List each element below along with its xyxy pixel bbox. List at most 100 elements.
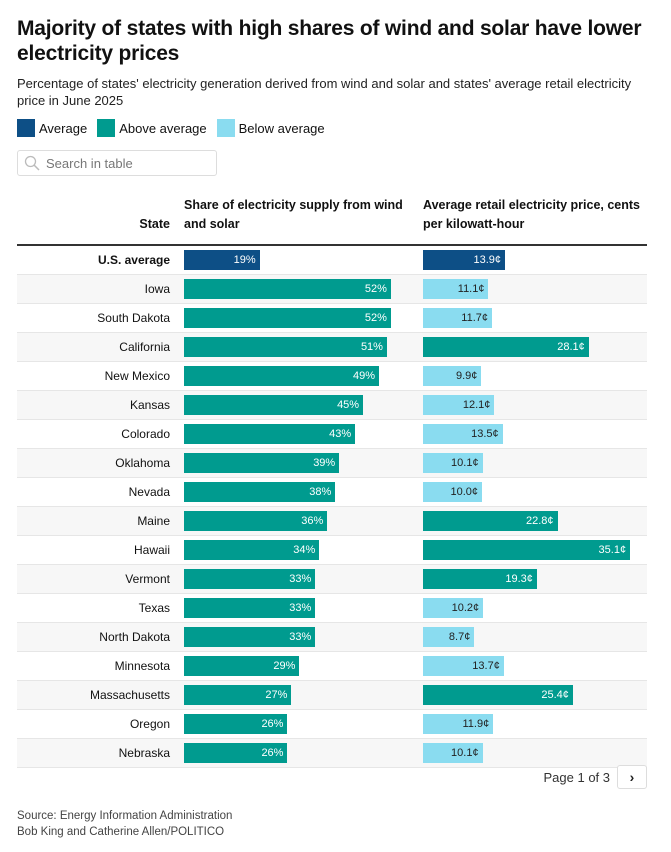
price-label: 11.7¢ [461, 312, 489, 324]
price-cell: 19.3¢ [423, 564, 647, 594]
price-bar: 10.0¢ [423, 482, 482, 502]
share-bar: 38% [184, 482, 336, 502]
price-bar: 13.7¢ [423, 656, 504, 676]
share-bar: 19% [184, 250, 260, 270]
state-name: Texas [17, 593, 184, 623]
legend-swatch [17, 119, 35, 137]
table-row: Oklahoma 39% 10.1¢ [17, 448, 647, 478]
share-label: 39% [313, 457, 336, 469]
share-cell: 39% [184, 448, 423, 478]
price-cell: 11.9¢ [423, 709, 647, 739]
state-name: South Dakota [17, 303, 184, 333]
price-label: 25.4¢ [541, 689, 569, 701]
price-bar: 10.1¢ [423, 743, 483, 763]
share-cell: 49% [184, 361, 423, 391]
price-cell: 13.5¢ [423, 419, 647, 449]
footer: Source: Energy Information Administratio… [17, 808, 232, 840]
share-bar: 33% [184, 598, 316, 618]
share-cell: 51% [184, 332, 423, 362]
share-label: 26% [261, 718, 284, 730]
share-label: 34% [293, 544, 316, 556]
table-row: Nevada 38% 10.0¢ [17, 477, 647, 507]
header-share[interactable]: Share of electricity supply from wind an… [184, 198, 403, 231]
header-state[interactable]: State [139, 217, 170, 231]
state-name: Massachusetts [17, 680, 184, 710]
state-name: Maine [17, 506, 184, 536]
table-row: Kansas 45% 12.1¢ [17, 390, 647, 420]
table-row: California 51% 28.1¢ [17, 332, 647, 362]
price-cell: 10.2¢ [423, 593, 647, 623]
table-row: Texas 33% 10.2¢ [17, 593, 647, 623]
table-row: Nebraska 26% 10.1¢ [17, 738, 647, 768]
price-cell: 22.8¢ [423, 506, 647, 536]
share-bar: 52% [184, 308, 391, 328]
price-label: 35.1¢ [598, 544, 627, 556]
price-label: 10.1¢ [451, 747, 479, 759]
share-bar: 43% [184, 424, 356, 444]
legend-below: Below average [216, 119, 325, 137]
price-cell: 28.1¢ [423, 332, 647, 362]
share-label: 19% [233, 254, 256, 266]
share-label: 33% [289, 573, 312, 585]
state-name: U.S. average [17, 245, 184, 275]
share-label: 52% [364, 312, 387, 324]
pagination: Page 1 of 3 › [544, 765, 647, 789]
state-name: Colorado [17, 419, 184, 449]
state-name: Vermont [17, 564, 184, 594]
legend-label: Above average [119, 120, 207, 136]
state-name: Nebraska [17, 738, 184, 768]
price-cell: 10.1¢ [423, 738, 647, 768]
state-name: California [17, 332, 184, 362]
share-bar: 52% [184, 279, 391, 299]
price-cell: 13.9¢ [423, 245, 647, 275]
price-label: 13.9¢ [473, 254, 501, 266]
price-bar: 11.7¢ [423, 308, 493, 328]
price-label: 11.1¢ [457, 283, 485, 295]
share-label: 38% [309, 486, 332, 498]
state-name: Minnesota [17, 651, 184, 681]
price-label: 13.7¢ [472, 660, 500, 672]
price-cell: 9.9¢ [423, 361, 647, 391]
share-label: 52% [364, 283, 387, 295]
search-input[interactable]: Search in table [17, 150, 217, 176]
price-label: 28.1¢ [557, 341, 585, 353]
state-name: Nevada [17, 477, 184, 507]
legend-swatch [216, 119, 235, 137]
chart-subtitle: Percentage of states' electricity genera… [17, 76, 632, 108]
chart-title: Majority of states with high shares of w… [17, 17, 642, 65]
header-price[interactable]: Average retail electricity price, cents … [423, 198, 641, 231]
price-cell: 13.7¢ [423, 651, 647, 681]
state-name: Kansas [17, 390, 184, 420]
price-bar: 19.3¢ [423, 569, 537, 589]
price-bar: 35.1¢ [423, 540, 631, 560]
share-bar: 49% [184, 366, 380, 386]
share-label: 26% [261, 747, 284, 759]
source: Source: Energy Information Administratio… [17, 810, 233, 822]
price-bar: 10.2¢ [423, 598, 484, 618]
share-bar: 33% [184, 569, 316, 589]
share-bar: 34% [184, 540, 320, 560]
table-row: Maine 36% 22.8¢ [17, 506, 647, 536]
next-page-button[interactable]: › [617, 765, 647, 789]
price-label: 10.0¢ [450, 486, 478, 498]
data-table: State Share of electricity supply from w… [17, 196, 647, 768]
table-row: Colorado 43% 13.5¢ [17, 419, 647, 449]
price-bar: 22.8¢ [423, 511, 558, 531]
share-cell: 45% [184, 390, 423, 420]
state-name: North Dakota [17, 622, 184, 652]
price-bar: 11.9¢ [423, 714, 494, 734]
price-label: 11.9¢ [462, 718, 490, 730]
price-cell: 8.7¢ [423, 622, 647, 652]
share-bar: 36% [184, 511, 328, 531]
price-label: 10.2¢ [451, 602, 480, 614]
price-bar: 28.1¢ [423, 337, 589, 357]
share-label: 36% [301, 515, 324, 527]
share-cell: 33% [184, 622, 423, 652]
share-label: 29% [273, 660, 296, 672]
chevron-right-icon: › [629, 769, 635, 785]
share-cell: 26% [184, 709, 423, 739]
share-bar: 51% [184, 337, 387, 357]
price-label: 8.7¢ [448, 631, 471, 643]
price-bar: 9.9¢ [423, 366, 482, 386]
share-cell: 52% [184, 274, 423, 304]
